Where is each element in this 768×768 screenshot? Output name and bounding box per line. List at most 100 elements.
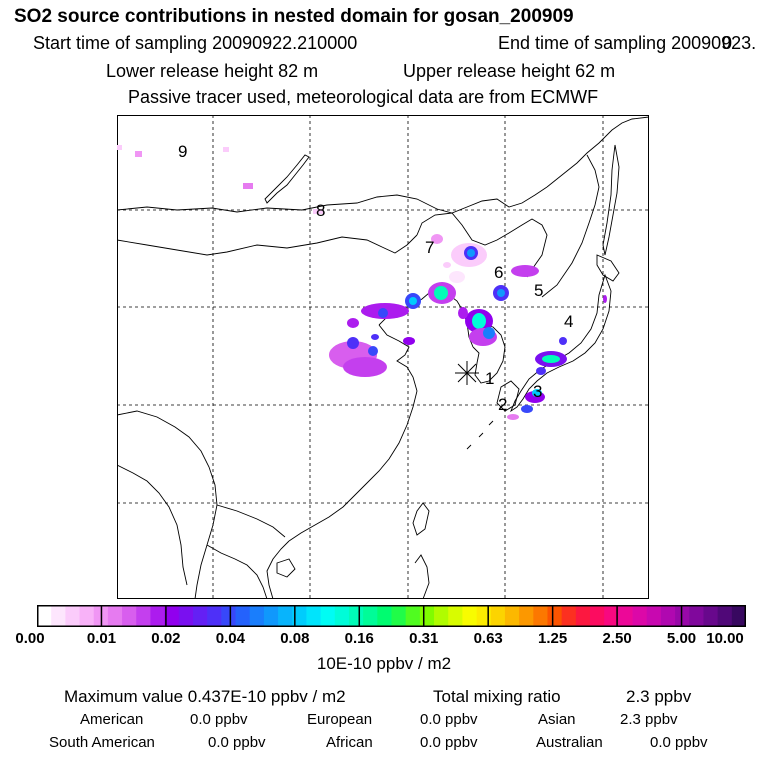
colorbar-swatch [419,605,435,627]
plume-cell [378,308,388,318]
region-label-1: 1 [485,369,494,388]
border-manchuria [416,212,548,278]
lower-release-label: Lower release height 82 m [106,61,319,81]
colorbar-swatch [490,605,506,627]
region-african-value: 0.0 ppbv [420,734,478,751]
colorbar-swatch [334,605,350,627]
map-canvas: 9 8 7 6 5 4 1 3 2 [117,115,649,599]
colorbar-swatch [533,605,548,627]
border-mongolia [117,234,418,256]
border-laos [206,544,268,599]
colorbar-swatch [391,605,407,627]
colorbar-swatch [476,605,492,627]
plume-cell [507,414,519,420]
region-american-value: 0.0 ppbv [190,711,248,728]
sakhalin [602,144,620,256]
ryukyu-islands [466,420,494,450]
colorbar-swatch [561,605,577,627]
plume-cell [467,249,475,257]
border-china-south [216,504,286,538]
plume-cell [347,337,359,349]
colorbar-swatch [717,605,733,627]
colorbar-tick-label: 0.01 [86,630,117,647]
total-mixing-label: Total mixing ratio [433,687,561,706]
japan-kyushu [496,380,520,412]
colorbar-swatch [79,605,95,627]
tracer-note: Passive tracer used, meteorological data… [128,87,599,107]
concentration-field [117,145,607,420]
plume-cell [449,271,465,283]
plume-cell [521,405,533,413]
region-south-american-name: South American [49,734,155,751]
region-australian-value: 0.0 ppbv [650,734,708,751]
lake-baikal [264,154,310,204]
colorbar-tick-label: 0.02 [151,630,181,647]
colorbar-swatch [646,605,662,627]
border-south-asia [117,464,188,586]
plume-cell [458,307,468,319]
start-time-label: Start time of sampling 20090922.210000 [33,33,358,53]
upper-release-label: Upper release height 62 m [403,61,616,81]
colorbar-tick-label: 0.00 [15,630,45,647]
colorbar-swatch [689,605,704,627]
colorbar-tick-label: 0.16 [344,630,374,647]
colorbar-unit-label: 10E-10 ppbv / m2 [316,654,452,673]
luzon [414,554,430,599]
end-time-label: End time of sampling 20090923. [498,33,757,53]
colorbar-swatch [178,605,194,627]
plume-cell [434,286,448,300]
max-value-label: Maximum value 0.437E-10 ppbv / m2 [64,687,346,706]
colorbar-tick-label: 0.31 [409,630,439,647]
plume-cell [559,337,567,345]
colorbar-swatch [263,605,279,627]
plume-cell [472,313,486,329]
plume-cell [223,147,229,152]
colorbar-swatch [150,605,166,627]
colorbar-tick-label: 0.04 [215,630,245,647]
colorbar-swatch [249,605,265,627]
border-southwest [117,410,218,599]
colorbar-swatch [221,605,236,627]
plume-cell [443,262,451,268]
colorbar-border [37,605,746,627]
japan-hokkaido [596,254,620,282]
colorbar-swatch [320,605,336,627]
colorbar-tick-label: 10.00 [706,630,744,647]
end-time-suffix: 0 [722,33,733,53]
region-european-value: 0.0 ppbv [420,711,478,728]
colorbar-tick-label: 0.63 [473,630,503,647]
colorbar-tick-label: 0.08 [280,630,310,647]
colorbar-swatch [306,605,321,627]
region-asian-name: Asian [538,711,576,728]
plume-cell [511,265,539,277]
plume-cell [117,145,122,150]
plume-cell [313,209,323,214]
region-label-7: 7 [425,238,434,257]
colorbar-swatch [278,605,293,627]
region-asian-value: 2.3 ppbv [620,711,678,728]
colorbar-swatch [405,605,421,627]
plume-cell [135,151,142,157]
colorbar-swatch [504,605,520,627]
plume-cell [497,289,505,297]
colorbar-swatch [363,605,378,627]
colorbar-swatch [575,605,591,627]
colorbar-swatch [37,605,52,627]
plume-cell [347,318,359,328]
region-labels: 9 8 7 6 5 4 1 3 2 [178,142,573,414]
plume-cell [403,337,415,345]
colorbar-swatch [519,605,534,627]
colorbar-swatch [547,605,563,627]
hainan [276,558,296,578]
colorbar-tick-label: 1.25 [538,630,568,647]
colorbar-swatch [107,605,123,627]
colorbar-swatch [136,605,151,627]
colorbar-swatch [703,605,719,627]
region-label-8: 8 [316,201,325,220]
colorbar-swatch [292,605,307,627]
japan-honshu [510,273,612,413]
colorbar-swatch [462,605,477,627]
colorbar-swatch [65,605,80,627]
plume-cell [343,357,387,377]
receptor-asterisk [455,361,479,385]
